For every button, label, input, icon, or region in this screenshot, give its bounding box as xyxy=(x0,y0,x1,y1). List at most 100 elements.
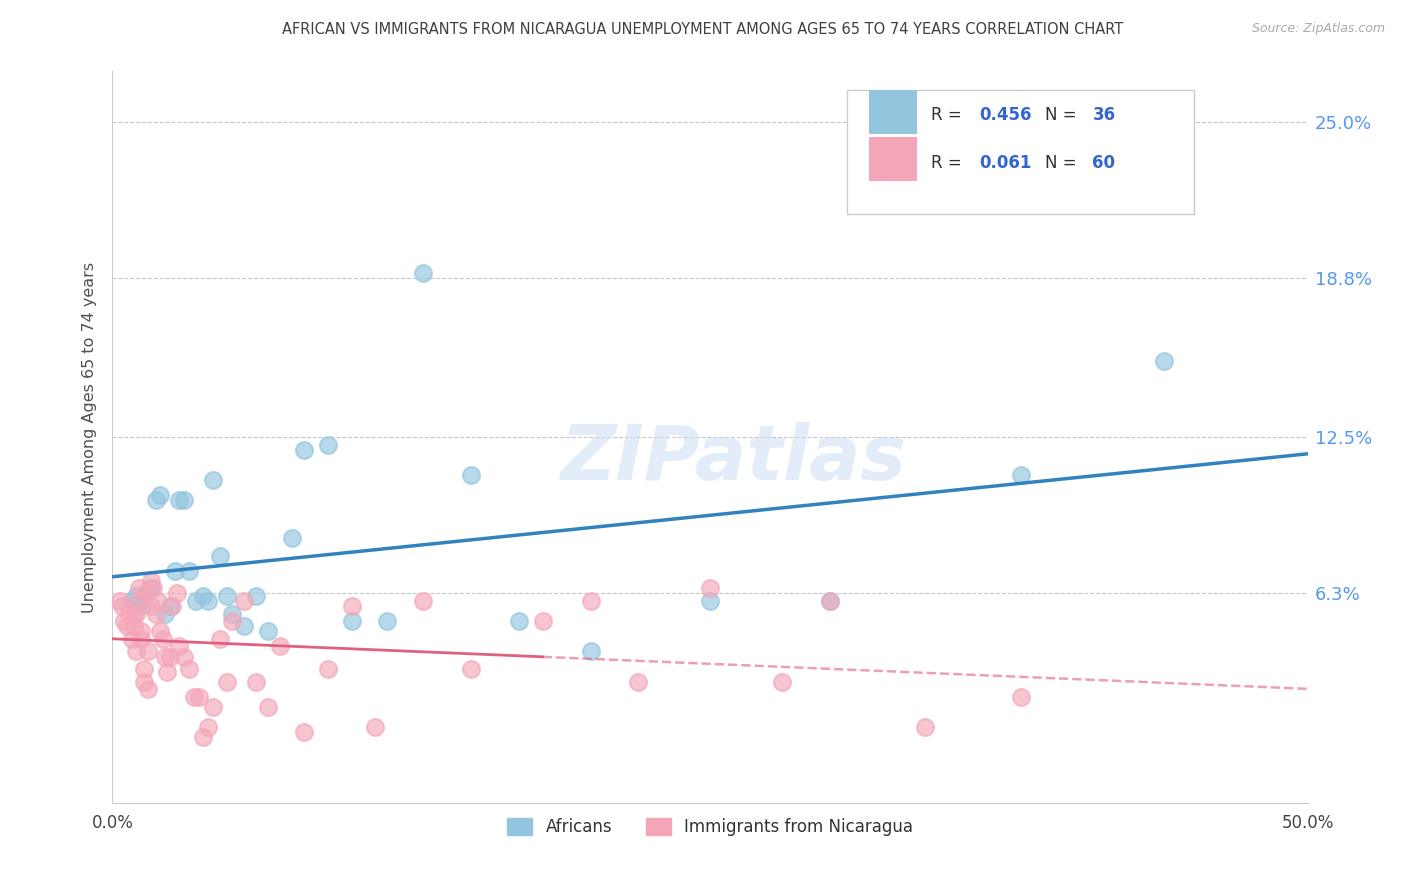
Point xyxy=(818,594,841,608)
Point xyxy=(245,674,267,689)
Point xyxy=(221,614,243,628)
Point xyxy=(128,594,150,608)
Point xyxy=(125,589,148,603)
Point xyxy=(149,488,172,502)
Point xyxy=(139,599,162,613)
Point xyxy=(177,662,200,676)
FancyBboxPatch shape xyxy=(869,90,917,134)
Point xyxy=(115,619,138,633)
Point xyxy=(138,644,160,658)
Point xyxy=(149,624,172,639)
Text: ZIPatlas: ZIPatlas xyxy=(561,422,907,496)
Point xyxy=(340,614,363,628)
Point xyxy=(135,586,157,600)
Point xyxy=(129,624,152,639)
Point xyxy=(111,599,134,613)
Point xyxy=(177,564,200,578)
Y-axis label: Unemployment Among Ages 65 to 74 years: Unemployment Among Ages 65 to 74 years xyxy=(82,261,97,613)
Point xyxy=(217,674,239,689)
Point xyxy=(183,690,205,704)
Point xyxy=(1010,690,1032,704)
Point xyxy=(122,619,145,633)
Point xyxy=(1153,354,1175,368)
Point xyxy=(197,720,219,734)
Point xyxy=(122,607,145,621)
Point xyxy=(292,442,315,457)
Point xyxy=(145,607,167,621)
Point xyxy=(173,649,195,664)
Point xyxy=(163,564,186,578)
Point xyxy=(340,599,363,613)
Point xyxy=(138,682,160,697)
Point xyxy=(245,589,267,603)
Point xyxy=(364,720,387,734)
Point xyxy=(531,614,554,628)
Point xyxy=(145,493,167,508)
Point xyxy=(460,662,482,676)
Text: 60: 60 xyxy=(1092,153,1115,172)
Point xyxy=(699,582,721,596)
Point xyxy=(579,594,602,608)
Point xyxy=(173,493,195,508)
Point xyxy=(125,644,148,658)
Point xyxy=(121,594,143,608)
Point xyxy=(257,700,280,714)
Point xyxy=(508,614,530,628)
Point xyxy=(118,607,141,621)
Point xyxy=(209,549,232,563)
Text: N =: N = xyxy=(1045,106,1081,124)
Point xyxy=(818,594,841,608)
Point xyxy=(152,632,174,646)
Point xyxy=(153,649,176,664)
Point xyxy=(193,730,215,744)
Point xyxy=(201,700,224,714)
FancyBboxPatch shape xyxy=(869,137,917,181)
Text: R =: R = xyxy=(931,153,967,172)
Point xyxy=(132,662,155,676)
Point xyxy=(129,599,152,613)
Point xyxy=(142,582,165,596)
FancyBboxPatch shape xyxy=(848,90,1194,214)
Point xyxy=(121,632,143,646)
Point xyxy=(129,632,152,646)
Point xyxy=(166,586,188,600)
Point xyxy=(169,640,191,654)
Legend: Africans, Immigrants from Nicaragua: Africans, Immigrants from Nicaragua xyxy=(494,805,927,849)
Point xyxy=(156,665,179,679)
Point xyxy=(153,607,176,621)
Point xyxy=(914,720,936,734)
Point xyxy=(209,632,232,646)
Point xyxy=(139,582,162,596)
Point xyxy=(412,266,434,280)
Point xyxy=(316,662,339,676)
Point xyxy=(201,473,224,487)
Text: R =: R = xyxy=(931,106,967,124)
Point xyxy=(627,674,650,689)
Point xyxy=(281,531,304,545)
Point xyxy=(162,599,183,613)
Point xyxy=(221,607,243,621)
Point xyxy=(699,594,721,608)
Point xyxy=(1010,467,1032,482)
Point xyxy=(233,594,256,608)
Point xyxy=(169,493,191,508)
Text: 0.456: 0.456 xyxy=(979,106,1032,124)
Point xyxy=(114,614,135,628)
Text: Source: ZipAtlas.com: Source: ZipAtlas.com xyxy=(1251,22,1385,36)
Point xyxy=(412,594,434,608)
Text: 36: 36 xyxy=(1092,106,1115,124)
Point xyxy=(292,725,315,739)
Point xyxy=(146,594,169,608)
Point xyxy=(197,594,219,608)
Point xyxy=(135,586,157,600)
Point xyxy=(217,589,239,603)
Point xyxy=(139,574,162,588)
Point xyxy=(233,619,256,633)
Text: N =: N = xyxy=(1045,153,1081,172)
Text: 0.061: 0.061 xyxy=(979,153,1032,172)
Text: AFRICAN VS IMMIGRANTS FROM NICARAGUA UNEMPLOYMENT AMONG AGES 65 TO 74 YEARS CORR: AFRICAN VS IMMIGRANTS FROM NICARAGUA UNE… xyxy=(283,22,1123,37)
Point xyxy=(770,674,793,689)
Point xyxy=(159,649,181,664)
Point xyxy=(187,690,209,704)
Point xyxy=(159,599,181,613)
